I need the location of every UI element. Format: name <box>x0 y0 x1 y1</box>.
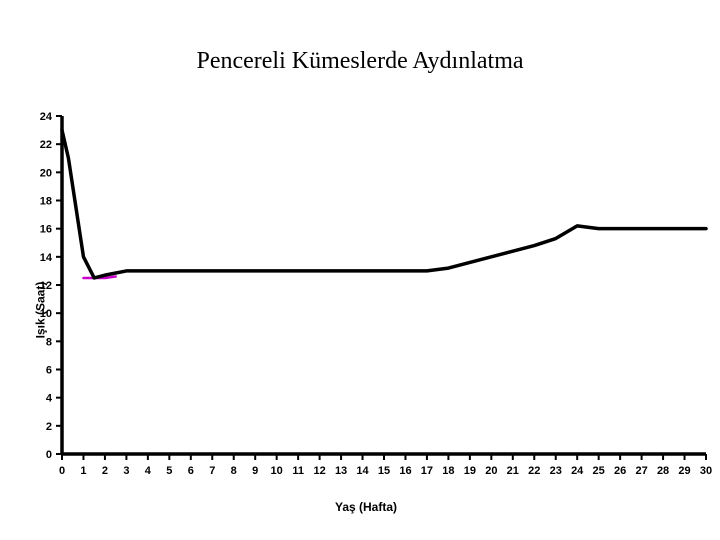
svg-text:29: 29 <box>678 465 690 477</box>
svg-text:13: 13 <box>335 465 347 477</box>
svg-text:2: 2 <box>102 465 108 477</box>
line-chart: 0246810121416182022240123456789101112131… <box>18 110 714 490</box>
svg-text:8: 8 <box>231 465 237 477</box>
svg-text:3: 3 <box>123 465 129 477</box>
svg-text:10: 10 <box>271 465 283 477</box>
svg-text:25: 25 <box>593 465 605 477</box>
svg-text:14: 14 <box>40 252 53 264</box>
chart-title: Pencereli Kümeslerde Aydınlatma <box>0 48 720 75</box>
svg-text:18: 18 <box>40 196 52 208</box>
svg-text:27: 27 <box>635 465 647 477</box>
svg-text:20: 20 <box>485 465 497 477</box>
x-axis-label: Yaş (Hafta) <box>18 500 714 514</box>
svg-text:6: 6 <box>46 365 52 377</box>
svg-text:28: 28 <box>657 465 669 477</box>
svg-text:15: 15 <box>378 465 390 477</box>
svg-text:19: 19 <box>464 465 476 477</box>
svg-text:16: 16 <box>399 465 411 477</box>
svg-text:16: 16 <box>40 224 52 236</box>
svg-text:22: 22 <box>528 465 540 477</box>
chart-container: Işık (Saat) 0246810121416182022240123456… <box>18 110 714 510</box>
svg-text:9: 9 <box>252 465 258 477</box>
svg-text:2: 2 <box>46 421 52 433</box>
svg-text:0: 0 <box>46 449 52 461</box>
svg-text:7: 7 <box>209 465 215 477</box>
y-axis-label: Işık (Saat) <box>33 282 47 339</box>
svg-text:26: 26 <box>614 465 626 477</box>
svg-text:6: 6 <box>188 465 194 477</box>
svg-text:24: 24 <box>571 465 584 477</box>
svg-text:30: 30 <box>700 465 712 477</box>
svg-text:20: 20 <box>40 167 52 179</box>
svg-text:18: 18 <box>442 465 454 477</box>
svg-text:14: 14 <box>356 465 369 477</box>
page: Pencereli Kümeslerde Aydınlatma Işık (Sa… <box>0 0 720 540</box>
svg-text:22: 22 <box>40 139 52 151</box>
svg-text:12: 12 <box>313 465 325 477</box>
svg-text:4: 4 <box>145 465 152 477</box>
svg-text:1: 1 <box>80 465 86 477</box>
svg-text:17: 17 <box>421 465 433 477</box>
svg-text:24: 24 <box>40 111 53 123</box>
svg-text:23: 23 <box>550 465 562 477</box>
svg-text:4: 4 <box>46 393 53 405</box>
svg-text:0: 0 <box>59 465 65 477</box>
svg-text:21: 21 <box>507 465 519 477</box>
svg-text:5: 5 <box>166 465 172 477</box>
svg-text:11: 11 <box>292 465 304 477</box>
